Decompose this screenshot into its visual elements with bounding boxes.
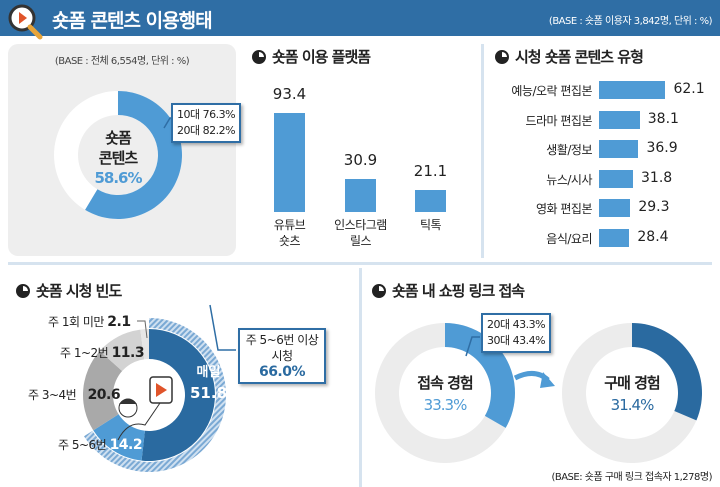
donut-segment [85, 91, 183, 220]
bar [274, 112, 305, 212]
section-title: 숏폼 내 쇼핑 링크 접속 [372, 280, 525, 301]
bar [599, 110, 640, 129]
age-callout: 20대 43.3% 30대 43.4% [481, 313, 552, 353]
segment-label: 주 5~6번 [58, 438, 107, 452]
section-title: 시청 숏폼 콘텐츠 유형 [495, 46, 644, 67]
bar [599, 229, 630, 247]
bar-value-label: 38.1 [647, 110, 679, 127]
callout-line: 20대 82.2% [177, 124, 236, 137]
category-label-line: 숏츠 [278, 234, 301, 248]
magnifier-play-icon [8, 4, 43, 40]
divider [481, 44, 484, 258]
callout-line: 30대 43.4% [487, 334, 546, 347]
page-title: 숏폼 콘텐츠 이용행태 [52, 10, 213, 32]
donut-segment [141, 329, 215, 461]
segment-label: 주 1~2번 [60, 346, 109, 360]
donut-value: 33.3% [423, 396, 468, 414]
base-note: (BASE: 숏폼 구매 링크 접속자 1,278명) [551, 472, 712, 483]
donut-label: 숏폼 [105, 129, 132, 147]
segment-value: 2.1 [107, 314, 131, 330]
category-label: 영화 편집본 [535, 202, 593, 217]
segment-label: 매일 [196, 365, 221, 380]
bar [599, 81, 666, 99]
donut-label: 콘텐츠 [98, 149, 138, 167]
segment-value: 11.3 [111, 345, 145, 361]
base-note: (BASE : 숏폼 이용자 3,842명, 단위 : %) [548, 16, 713, 27]
donut-segment [83, 351, 123, 431]
bar [599, 199, 631, 218]
category-label-line: 인스타그램 [334, 218, 387, 232]
segment-value: 20.6 [87, 387, 121, 403]
overall-panel [8, 44, 236, 256]
bar [345, 179, 376, 212]
bar-value-label: 28.4 [637, 229, 669, 245]
divider [359, 268, 362, 487]
bar-value-label: 30.9 [343, 151, 378, 170]
callout-line: 10대 76.3% [177, 108, 236, 121]
pie-icon [252, 49, 266, 64]
bar-value-label: 36.9 [646, 140, 678, 157]
bar [415, 189, 446, 212]
category-label: 생활/정보 [546, 143, 592, 158]
callout-line [465, 336, 480, 357]
callout-line: 20대 43.3% [487, 318, 546, 331]
arrow-head-icon [540, 372, 555, 388]
leader-line [137, 320, 148, 339]
callout-value: 66.0% [258, 364, 306, 380]
bar [599, 140, 639, 159]
donut-label: 구매 경험 [604, 374, 660, 392]
segment-value: 51.8 [190, 384, 228, 402]
bar-value-label: 21.1 [413, 161, 448, 180]
category-label: 틱톡 [390, 217, 471, 233]
category-label: 드라마 편집본 [525, 113, 592, 128]
donut-segment [632, 323, 703, 421]
donut-segment [99, 329, 145, 372]
frequency-callout: 주 5~6번 이상 시청 66.0% [238, 328, 326, 384]
pie-icon [16, 283, 30, 298]
bar [599, 169, 634, 188]
category-label: 뉴스/시사 [546, 172, 592, 187]
bar-value-label: 62.1 [673, 81, 705, 97]
callout-line [209, 304, 236, 351]
bar-value-label: 29.3 [638, 199, 670, 216]
category-label-line: 유튜브 [273, 218, 306, 232]
callout-line: 시청 [271, 349, 293, 363]
callout-line: 주 5~6번 이상 [245, 333, 319, 347]
category-label: 예능/오락 편집본 [511, 84, 592, 98]
pie-icon [372, 283, 386, 298]
donut-value: 58.6% [94, 169, 142, 187]
donut-value: 31.4% [610, 396, 655, 414]
segment-label: 주 3~4번 [28, 388, 77, 402]
header-bar [0, 0, 720, 36]
bar-value-label: 93.4 [272, 84, 307, 103]
category-label-line: 릴스 [349, 234, 372, 248]
age-callout: 10대 76.3% 20대 82.2% [171, 103, 242, 143]
pie-icon [495, 49, 509, 64]
divider [8, 262, 712, 265]
segment-value: 14.2 [109, 437, 143, 453]
section-title: 숏폼 이용 플랫폼 [252, 46, 371, 67]
section-title: 숏폼 시청 빈도 [16, 280, 122, 301]
segment-label: 주 1회 미만 [48, 315, 104, 329]
donut-label: 접속 경험 [417, 374, 473, 392]
category-label: 음식/요리 [546, 232, 592, 246]
bar-value-label: 31.8 [641, 169, 673, 186]
category-label-line: 틱톡 [419, 218, 442, 232]
base-note: (BASE : 전체 6,554명, 단위 : %) [54, 56, 190, 67]
